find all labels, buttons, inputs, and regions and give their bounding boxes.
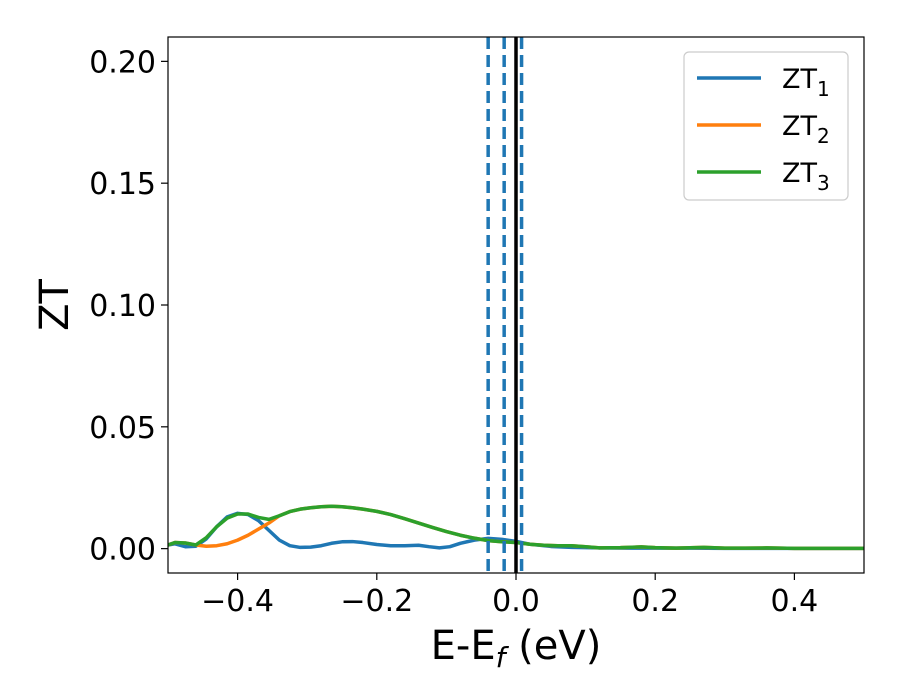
y-axis-title: ZT	[32, 279, 78, 331]
legend-label-zt3: ZT3	[782, 158, 830, 195]
x-axis-title-unit: (eV)	[505, 623, 601, 669]
y-tick-label: 0.10	[89, 289, 156, 324]
y-axis: 0.00 0.05 0.10 0.15 0.20	[89, 45, 168, 568]
legend-label-zt2: ZT2	[782, 111, 830, 148]
y-tick-label: 0.05	[89, 411, 156, 446]
y-tick-label: 0.20	[89, 45, 156, 80]
x-tick-label: −0.4	[201, 584, 274, 619]
legend-box	[683, 51, 849, 201]
x-axis: −0.4 −0.2 0.0 0.2 0.4	[201, 573, 818, 619]
x-tick-label: 0.0	[492, 584, 540, 619]
y-tick-label: 0.15	[89, 167, 156, 202]
x-tick-label: 0.2	[631, 584, 679, 619]
series-line-zt3	[168, 504, 864, 551]
legend-label-zt1: ZT1	[782, 64, 830, 101]
x-tick-label: 0.4	[771, 584, 819, 619]
x-tick-label: −0.2	[340, 584, 413, 619]
legend: ZT1 ZT2 ZT3	[683, 51, 849, 201]
y-tick-label: 0.00	[89, 533, 156, 568]
plot-area	[168, 37, 864, 573]
x-axis-title: E-Ef (eV)	[431, 623, 602, 674]
